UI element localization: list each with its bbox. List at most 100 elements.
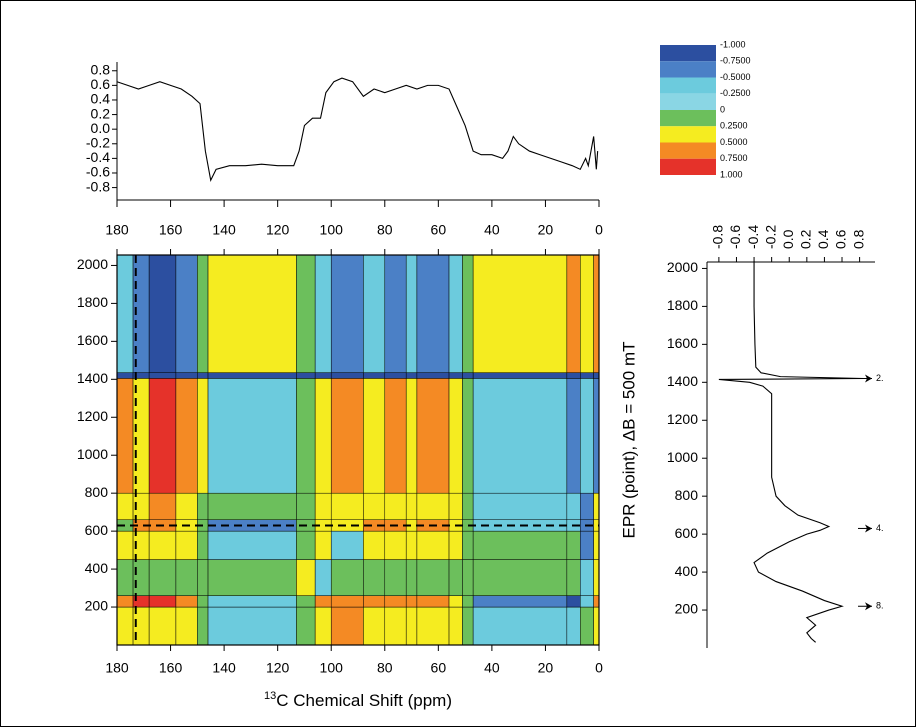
contour-cell: [405, 254, 418, 373]
legend-swatch: [660, 126, 716, 143]
y-tick-label: 800: [675, 487, 699, 503]
x-tick-label: 160: [159, 222, 183, 238]
contour-cell: [448, 378, 463, 494]
contour-cell: [462, 559, 474, 596]
contour-cell: [472, 372, 568, 379]
contour-cell: [405, 606, 418, 646]
legend-label: -0.2500: [720, 88, 751, 98]
contour-cell: [472, 378, 568, 494]
contour-cell: [148, 492, 177, 520]
y-tick-label: -0.6: [86, 164, 110, 180]
legend-label: 0.7500: [720, 153, 748, 163]
legend-label: 1.000: [720, 169, 743, 179]
contour-cell: [566, 254, 581, 373]
contour-cell: [197, 492, 209, 520]
contour-cell: [580, 530, 594, 560]
contour-cell: [384, 606, 407, 646]
contour-cell: [580, 595, 594, 608]
contour-cell: [448, 530, 463, 560]
contour-cell: [405, 372, 418, 379]
y-tick-label: 1200: [77, 408, 108, 424]
contour-cell: [207, 254, 297, 373]
contour-cell: [314, 492, 332, 520]
contour-cell: [593, 606, 600, 646]
legend-label: -0.5000: [720, 72, 751, 82]
x-tick-label: 120: [266, 222, 290, 238]
contour-cell: [363, 254, 386, 373]
x-tick-label: 0.8: [850, 229, 866, 249]
contour-cell: [566, 372, 581, 379]
contour-cell: [363, 378, 386, 494]
x-tick-label: 100: [320, 660, 344, 676]
y-tick-label: 0.2: [91, 105, 111, 121]
contour-cell: [566, 559, 581, 596]
contour-cell: [363, 595, 386, 608]
contour-cell: [462, 492, 474, 520]
contour-cell: [580, 254, 594, 373]
contour-cell: [330, 606, 364, 646]
contour-cell: [405, 378, 418, 494]
contour-cell: [175, 378, 198, 494]
y-tick-label: 0.4: [91, 91, 111, 107]
x-tick-label: 140: [212, 222, 236, 238]
plot-frame: [116, 254, 600, 646]
contour-cell: [207, 595, 297, 608]
contour-cell: [384, 530, 407, 560]
y-tick-label: 1200: [667, 411, 698, 427]
y-tick-label: 1000: [77, 446, 108, 462]
contour-cell: [593, 530, 600, 560]
contour-cell: [116, 595, 134, 608]
contour-cell: [462, 378, 474, 494]
contour-cell: [416, 492, 450, 520]
y-tick-label: 400: [85, 560, 109, 576]
contour-cell: [384, 595, 407, 608]
contour-cell: [296, 559, 316, 596]
x-tick-label: 0: [595, 660, 603, 676]
contour-cell: [580, 492, 594, 520]
legend-swatch: [660, 142, 716, 159]
legend-swatch: [660, 158, 716, 175]
legend-label: 0: [720, 104, 725, 114]
contour-cell: [116, 378, 134, 494]
contour-cell: [462, 254, 474, 373]
x-tick-label: 160: [159, 660, 183, 676]
contour-cell: [472, 606, 568, 646]
contour-cell: [448, 254, 463, 373]
contour-cell: [175, 595, 198, 608]
contour-cell: [314, 559, 332, 596]
contour-cell: [148, 378, 177, 494]
y-tick-label: -0.8: [86, 178, 110, 194]
contour-cell: [148, 595, 177, 608]
contour-cell: [384, 254, 407, 373]
contour-cell: [175, 559, 198, 596]
contour-cell: [405, 492, 418, 520]
trace: [116, 77, 599, 183]
contour-cell: [314, 254, 332, 373]
contour-cell: [566, 595, 581, 608]
contour-cell: [314, 378, 332, 494]
contour-cell: [462, 595, 474, 608]
contour-cell: [363, 606, 386, 646]
contour-cell: [175, 372, 198, 379]
annotation-arrowhead: [865, 524, 872, 533]
contour-cell: [330, 372, 364, 379]
contour-cell: [197, 530, 209, 560]
contour-cell: [148, 254, 177, 373]
legend-swatch: [660, 61, 716, 78]
contour-cell: [296, 606, 316, 646]
x-tick-label: 0: [595, 222, 603, 238]
annotation-arrowhead: [865, 602, 872, 611]
y-tick-label: 200: [675, 601, 699, 617]
x-tick-label: 20: [538, 660, 554, 676]
contour-cell: [207, 372, 297, 379]
contour-cell: [197, 595, 209, 608]
contour-cell: [175, 492, 198, 520]
contour-cell: [132, 378, 150, 494]
contour-cell: [593, 595, 600, 608]
contour-cell: [197, 606, 209, 646]
contour-cell: [207, 559, 297, 596]
contour-cell: [566, 530, 581, 560]
y-tick-label: 1600: [77, 332, 108, 348]
contour-cell: [116, 254, 134, 373]
contour-cell: [207, 492, 297, 520]
